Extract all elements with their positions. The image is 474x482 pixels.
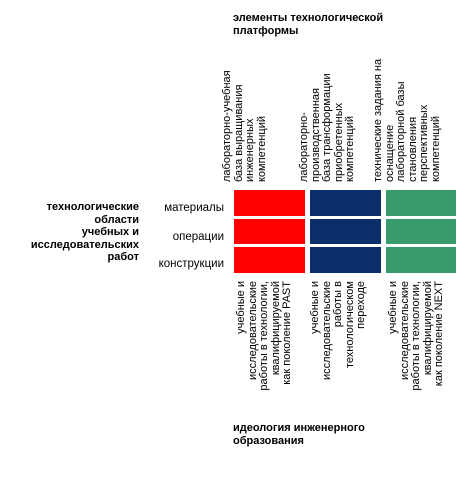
row-label-materials: материалы	[164, 202, 224, 214]
col3-top-text: технические задания на оснащение лаборат…	[372, 58, 442, 182]
col3-bottom-text: учебные и исследовательские работы в тех…	[387, 281, 445, 391]
left-title: технологические области учебных и исслед…	[30, 201, 139, 263]
row-label-operations: операции	[172, 231, 224, 243]
col2-bottom-text: учебные и исследовательские работы в тех…	[309, 281, 367, 380]
cell-col2-row1	[310, 190, 381, 216]
top-title: элементы технологической платформы	[233, 12, 384, 37]
col2-top-text: лабораторно- производственная база транс…	[298, 73, 356, 182]
bottom-title: идеология инженерного образования	[233, 422, 365, 447]
cell-col1-row2	[234, 219, 305, 244]
col1-top-text: лабораторно-учебная база выращивания инж…	[221, 70, 268, 182]
cell-col3-row1	[386, 190, 456, 216]
row-label-constructions: конструкции	[158, 258, 224, 270]
cell-col3-row2	[386, 219, 456, 244]
col1-bottom-text: учебные и исследовательские работы в тех…	[235, 281, 293, 391]
cell-col1-row3	[234, 247, 305, 273]
cell-col3-row3	[386, 247, 456, 273]
cell-col1-row1	[234, 190, 305, 216]
cell-col2-row3	[310, 247, 381, 273]
cell-col2-row2	[310, 219, 381, 244]
